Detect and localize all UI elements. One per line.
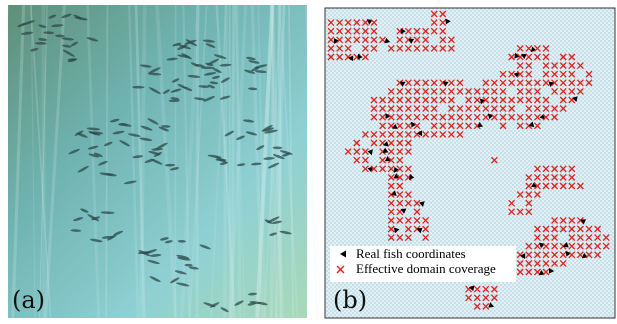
panel-label: (b): [333, 286, 367, 314]
light-streak: [0, 5, 8, 318]
legend: Real fish coordinates Effective domain c…: [330, 246, 516, 282]
fish-photo: [0, 5, 317, 318]
legend-label: Effective domain coverage: [356, 261, 496, 276]
legend-label: Real fish coordinates: [356, 246, 466, 261]
fish: [201, 67, 215, 70]
panel-label: (a): [12, 286, 45, 314]
figure: Real fish coordinates Effective domain c…: [0, 0, 617, 324]
page: {"panels": [ {"label": "(a)"}, {"label":…: [0, 0, 617, 324]
light-streak: [306, 5, 317, 318]
